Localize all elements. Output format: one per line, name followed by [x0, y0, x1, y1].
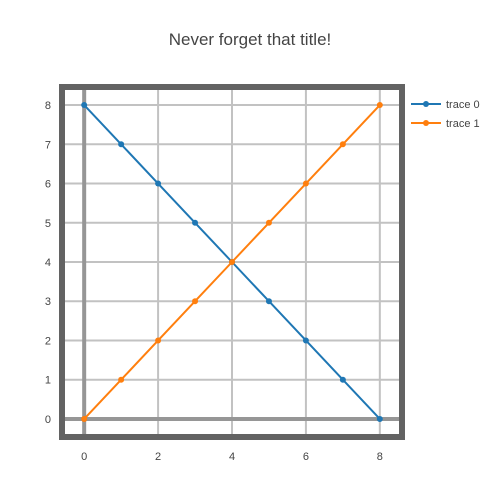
legend[interactable]: trace 0 trace 1	[411, 99, 480, 130]
legend-swatch-marker	[423, 120, 429, 126]
legend-item-1[interactable]: trace 1	[411, 118, 480, 130]
data-point	[118, 141, 125, 148]
data-point	[81, 415, 88, 422]
data-point	[339, 376, 346, 383]
data-point	[81, 102, 88, 109]
y-tick-label: 6	[45, 179, 51, 191]
x-tick-label: 2	[155, 451, 161, 463]
y-tick-label: 8	[45, 100, 51, 112]
y-tick-label: 0	[45, 414, 51, 426]
zero-lines	[62, 87, 402, 437]
data-point	[302, 337, 309, 344]
data-point	[192, 219, 199, 226]
x-tick-label: 0	[81, 451, 87, 463]
data-point	[155, 337, 162, 344]
legend-item-0[interactable]: trace 0	[411, 99, 480, 111]
series-group	[81, 102, 383, 422]
data-point	[376, 415, 383, 422]
y-tick-label: 5	[45, 218, 51, 230]
y-tick-label: 1	[45, 375, 51, 387]
data-point	[118, 376, 125, 383]
x-tick-label: 6	[303, 451, 309, 463]
legend-label: trace 1	[446, 118, 480, 130]
x-tick-label: 8	[377, 451, 383, 463]
plot-frame	[59, 84, 405, 440]
legend-label: trace 0	[446, 99, 480, 111]
y-tick-label: 7	[45, 139, 51, 151]
plot-border	[59, 84, 405, 440]
y-axis-ticks: 0 1 2 3 4 5 6 7 8	[45, 100, 51, 426]
y-tick-label: 3	[45, 296, 51, 308]
data-point	[339, 141, 346, 148]
y-tick-label: 2	[45, 335, 51, 347]
x-axis-ticks: 0 2 4 6 8	[81, 451, 383, 463]
x-tick-label: 4	[229, 451, 235, 463]
data-point	[265, 298, 272, 305]
data-point	[376, 102, 383, 109]
data-point	[155, 180, 162, 187]
data-point	[302, 180, 309, 187]
data-point	[192, 298, 199, 305]
chart-title: Never forget that title!	[169, 30, 332, 49]
legend-swatch-marker	[423, 101, 429, 107]
data-point	[229, 259, 235, 265]
data-point	[265, 219, 272, 226]
series-1	[81, 102, 383, 422]
y-tick-label: 4	[45, 257, 51, 269]
